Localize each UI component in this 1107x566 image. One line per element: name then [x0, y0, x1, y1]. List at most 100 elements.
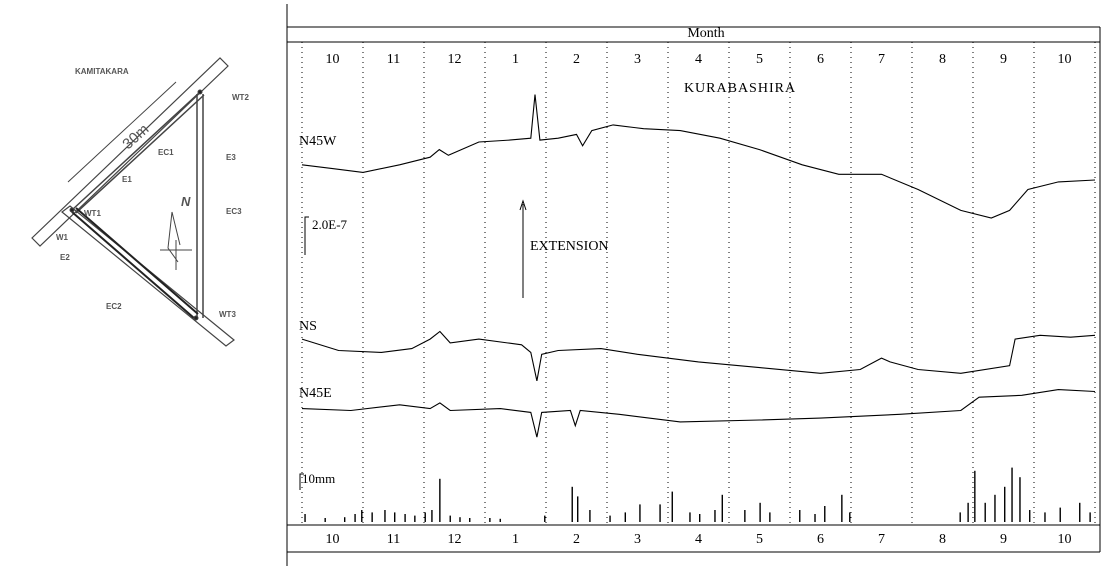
month-label: 1 [512, 532, 519, 547]
rain-bar [324, 518, 326, 522]
month-label: 9 [1000, 52, 1007, 67]
outer-frame [61, 205, 235, 347]
month-label: 10 [1058, 532, 1072, 547]
rain-bar [1089, 512, 1091, 522]
diagram-label: W1 [56, 233, 69, 242]
rain-bar [414, 515, 416, 522]
month-label: 10 [1058, 52, 1072, 67]
trace-line [301, 94, 1096, 219]
rain-bar [1079, 502, 1081, 522]
well [197, 89, 203, 95]
trace-line [301, 330, 1096, 382]
diagram-label: E3 [226, 153, 236, 162]
month-label: 5 [756, 52, 763, 67]
tube [71, 207, 199, 319]
month-label: 4 [695, 532, 702, 547]
diagram-title: KAMITAKARA [75, 67, 129, 76]
dimension-line [67, 81, 177, 183]
rain-bar [404, 514, 406, 522]
tube [71, 91, 205, 214]
rain-bar [659, 504, 661, 522]
month-label: 10 [326, 532, 340, 547]
rain-bar [849, 512, 851, 522]
diagram-label: WT3 [219, 310, 236, 319]
rain-bar [449, 515, 451, 522]
rain-bar [589, 510, 591, 522]
rain-bar [699, 514, 701, 522]
month-label: 6 [817, 532, 824, 547]
chart-title: KURABASHIRA [684, 81, 796, 96]
month-label: 5 [756, 532, 763, 547]
rain-bar [439, 478, 441, 522]
diagram-label: EC2 [106, 302, 122, 311]
rain-bar [1029, 510, 1031, 522]
month-label: 12 [448, 532, 462, 547]
well [69, 207, 75, 213]
rain-bar [544, 515, 546, 522]
diagram-label: WT2 [232, 93, 249, 102]
well [193, 315, 199, 321]
rain-bar [1019, 477, 1021, 522]
north-label: N [181, 194, 191, 209]
rain-bar [571, 486, 573, 522]
rain-bar [689, 512, 691, 522]
rain-bar [974, 470, 976, 522]
rain-bar [371, 512, 373, 522]
scale-bar [299, 473, 304, 490]
rain-bar [1004, 486, 1006, 522]
scale-bar-label: 2.0E-7 [312, 217, 348, 232]
north-arrow [160, 211, 192, 270]
rain-bar [799, 510, 801, 522]
month-label: 1 [512, 52, 519, 67]
rain-bar [344, 517, 346, 522]
rain-bar [721, 494, 723, 522]
installation-diagram [31, 57, 235, 347]
month-label: 9 [1000, 532, 1007, 547]
rain-bar [814, 514, 816, 522]
rain-bar [967, 502, 969, 522]
diagram-label: E2 [60, 253, 70, 262]
month-label: 7 [878, 532, 885, 547]
rain-bar [424, 512, 426, 522]
rain-bar [994, 494, 996, 522]
rain-bar [671, 491, 673, 522]
scale-bar-label: 10mm [302, 471, 335, 486]
rain-bar [714, 510, 716, 522]
month-label: 8 [939, 52, 946, 67]
rain-bar [769, 512, 771, 522]
rain-bar [354, 514, 356, 522]
rain-bar [984, 502, 986, 522]
rain-bar [577, 496, 579, 522]
annotation: EXTENSION [530, 239, 609, 254]
rain-bar [824, 506, 826, 522]
scale-bar [304, 216, 309, 255]
rain-bar [499, 518, 501, 522]
series-label: N45E [299, 386, 332, 401]
month-label: 11 [387, 52, 400, 67]
rain-bar [841, 494, 843, 522]
month-label: 2 [573, 532, 580, 547]
diagram-label: E1 [122, 175, 132, 184]
trace-line [301, 389, 1096, 438]
x-axis-label: Month [687, 26, 724, 41]
diagram-label: EC1 [158, 148, 174, 157]
month-label: 3 [634, 532, 641, 547]
series-label: N45W [299, 134, 337, 149]
series-label: NS [299, 319, 317, 334]
month-label: 4 [695, 52, 702, 67]
rain-bar [361, 510, 363, 522]
month-label: 10 [326, 52, 340, 67]
outer-frame [31, 57, 229, 247]
rain-bar [1059, 507, 1061, 522]
rain-bar [469, 518, 471, 522]
rain-bar [1011, 467, 1013, 522]
rain-bar [384, 510, 386, 522]
rain-bar [304, 514, 306, 522]
rain-bar [609, 515, 611, 522]
rain-bar [744, 510, 746, 522]
rain-bar [459, 517, 461, 522]
month-label: 2 [573, 52, 580, 67]
month-label: 8 [939, 532, 946, 547]
